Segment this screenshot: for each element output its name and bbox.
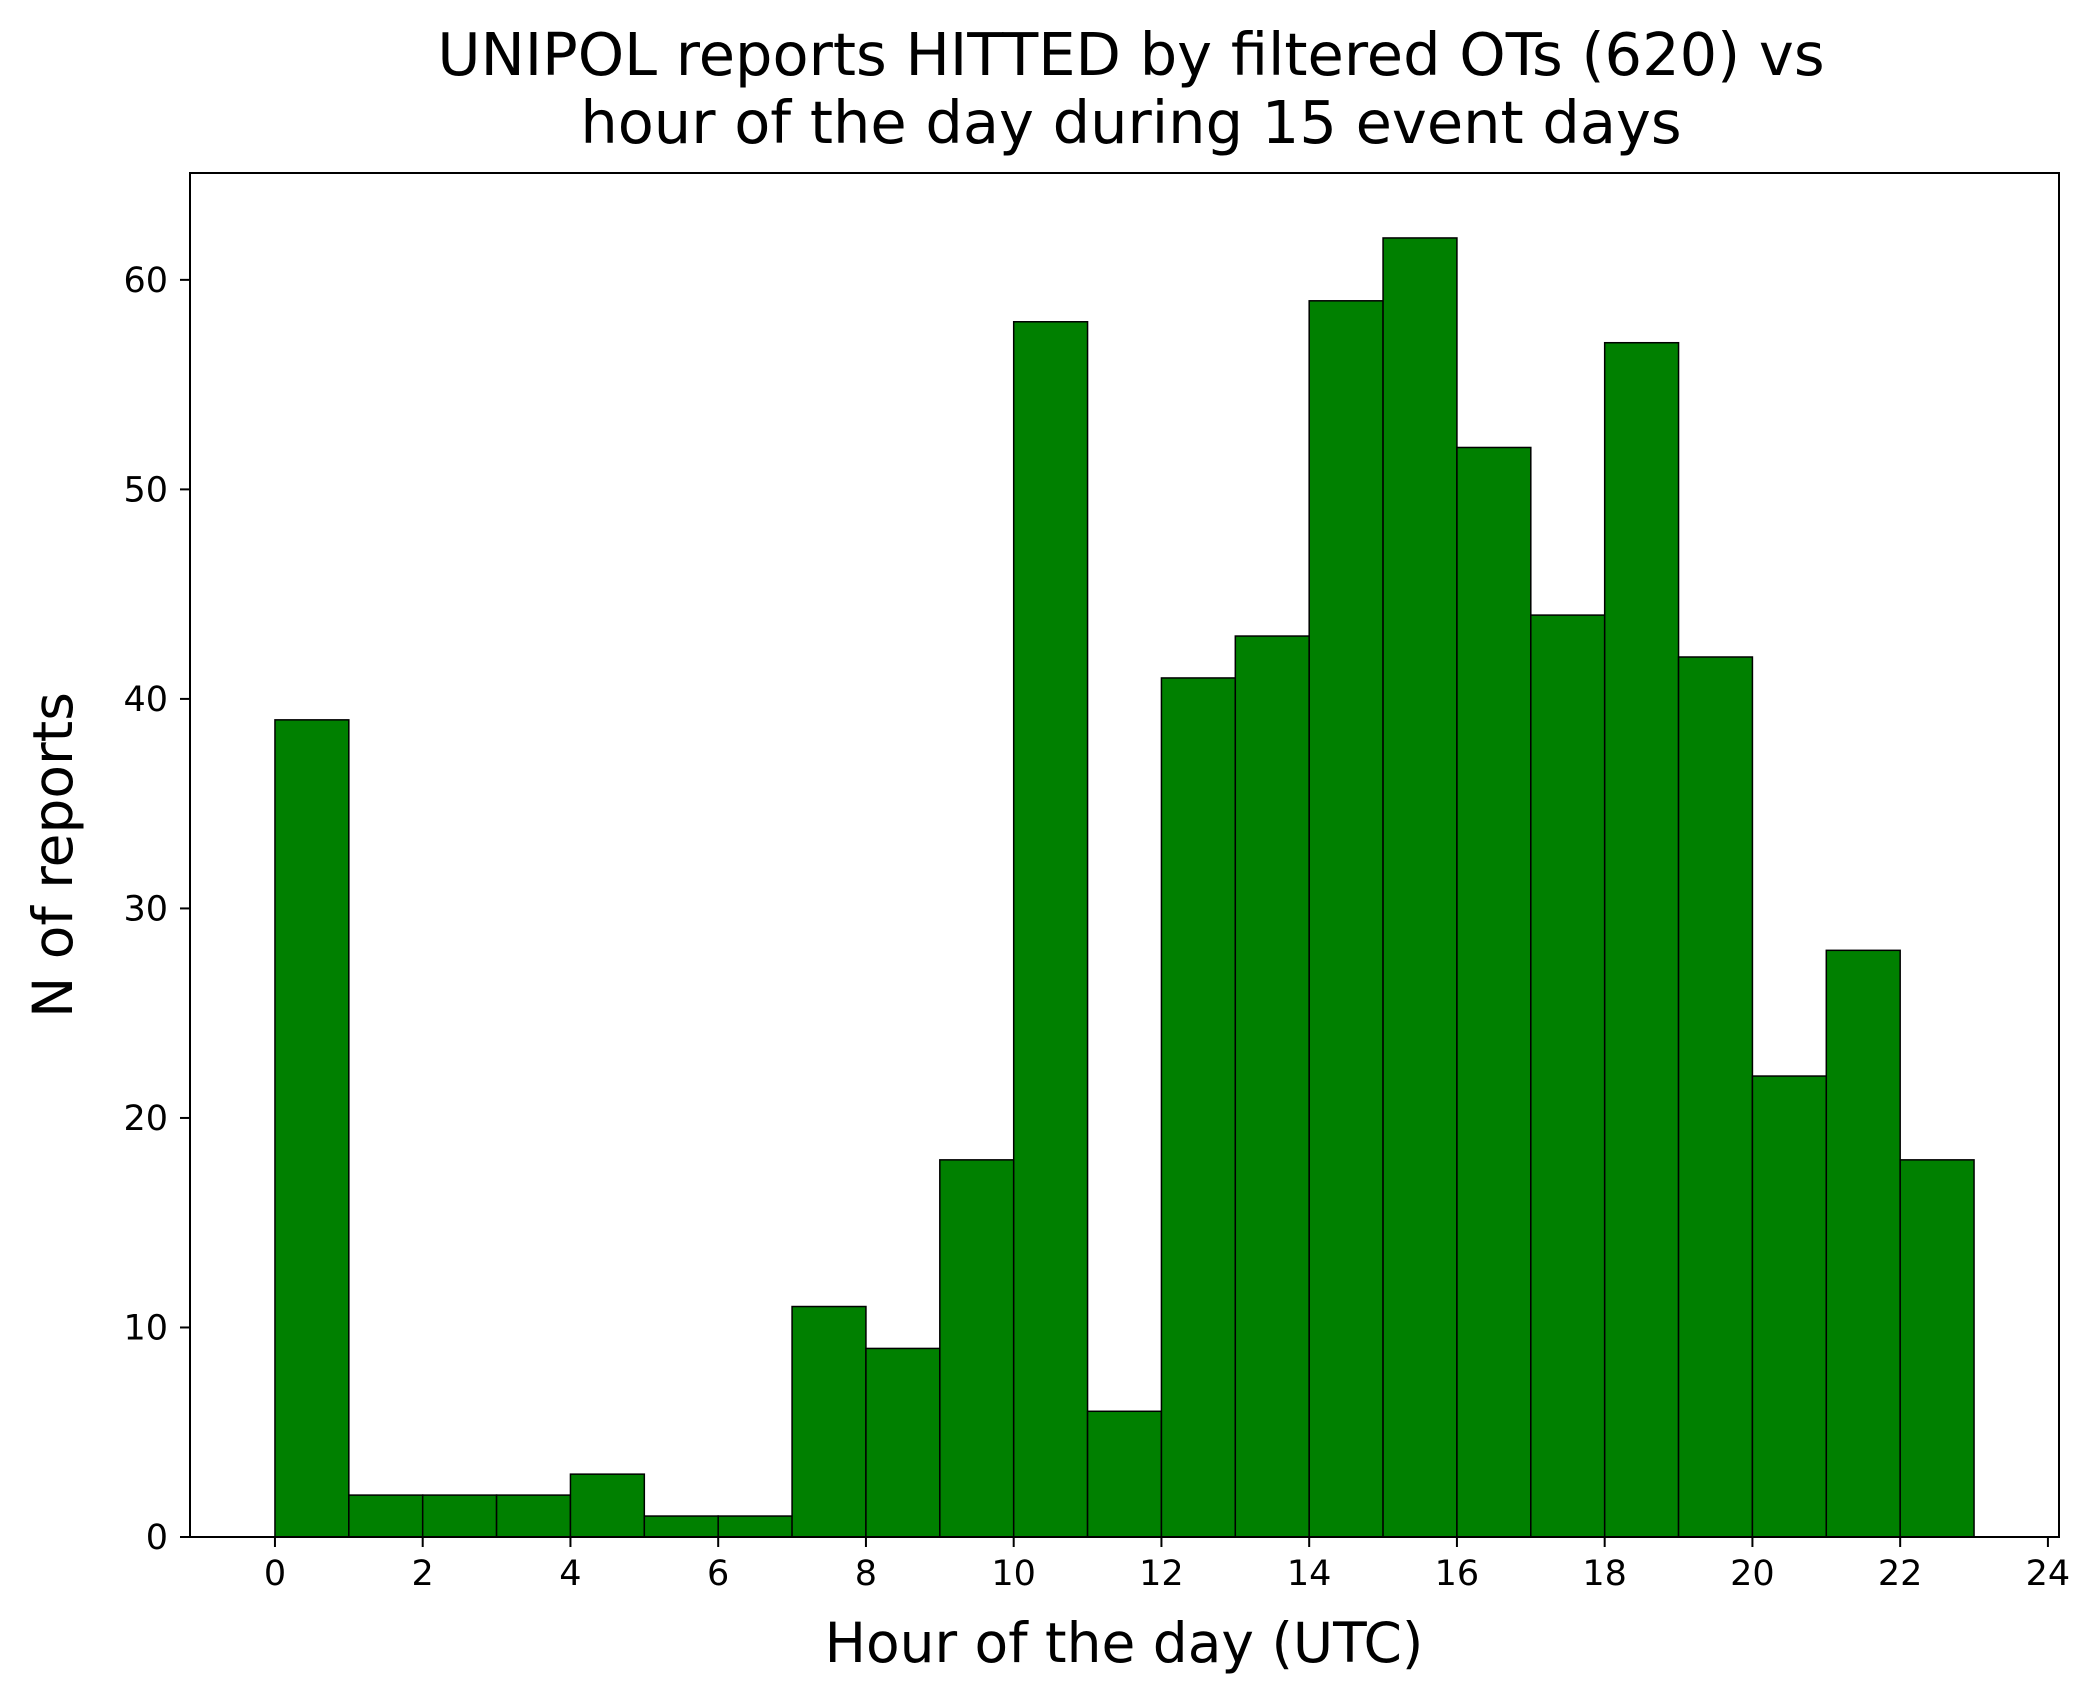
- histogram-bar: [348, 1494, 424, 1538]
- histogram-bar: [939, 1159, 1015, 1538]
- y-axis-label: N of reports: [21, 692, 85, 1018]
- histogram-bar: [1012, 321, 1089, 1538]
- histogram-bar: [1234, 635, 1310, 1538]
- x-axis-label: Hour of the day (UTC): [825, 1611, 1424, 1675]
- y-tick-label: 0: [146, 1518, 168, 1558]
- histogram-bar: [1751, 1075, 1828, 1538]
- x-tick-label: 2: [412, 1554, 434, 1594]
- x-tick-label: 0: [264, 1554, 286, 1594]
- histogram-bar: [1677, 656, 1754, 1538]
- histogram-bar: [1603, 341, 1680, 1538]
- x-tick-label: 16: [1435, 1554, 1480, 1594]
- histogram-bar: [643, 1515, 719, 1538]
- histogram-bar: [1160, 677, 1237, 1538]
- y-tick-label: 50: [123, 470, 168, 510]
- y-tick-label: 10: [123, 1308, 168, 1348]
- histogram-bar: [1308, 300, 1384, 1538]
- histogram-bar: [1530, 614, 1606, 1538]
- histogram-bar: [495, 1494, 572, 1538]
- histogram-bar: [1382, 237, 1458, 1538]
- x-tick-label: 14: [1287, 1554, 1332, 1594]
- plot-area-frame: [189, 172, 2060, 1538]
- histogram-bar: [1899, 1159, 1975, 1538]
- histogram-bar: [1825, 949, 1901, 1538]
- y-axis-ticks: 0 10 20 30 40 50 60: [123, 261, 190, 1558]
- histogram-bar: [717, 1515, 793, 1538]
- x-tick-label: 18: [1582, 1554, 1627, 1594]
- x-tick-label: 8: [855, 1554, 877, 1594]
- x-tick-label: 22: [1878, 1554, 1923, 1594]
- x-tick-label: 6: [707, 1554, 729, 1594]
- chart-title-line-2: hour of the day during 15 event days: [580, 88, 1681, 157]
- x-tick-label: 20: [1730, 1554, 1775, 1594]
- x-tick-label: 4: [559, 1554, 581, 1594]
- histogram-bar: [569, 1473, 646, 1538]
- histogram-bar: [865, 1347, 941, 1538]
- chart-title-line-1: UNIPOL reports HITTED by filtered OTs (6…: [437, 20, 1824, 89]
- x-axis-ticks: 0 2 4 6 8 10 12 14 16 18 20 22 24: [264, 1537, 2070, 1594]
- histogram-bar: [791, 1305, 867, 1538]
- x-tick-label: 10: [991, 1554, 1036, 1594]
- x-tick-label: 24: [2026, 1554, 2071, 1594]
- y-tick-label: 20: [123, 1099, 168, 1139]
- y-tick-label: 60: [123, 261, 168, 301]
- histogram-bar: [421, 1494, 498, 1538]
- y-tick-label: 30: [123, 889, 168, 929]
- x-tick-label: 12: [1139, 1554, 1184, 1594]
- bars-group: [274, 237, 1975, 1538]
- histogram-bar: [274, 719, 350, 1538]
- histogram-bar: [1456, 446, 1532, 1538]
- y-tick-label: 40: [123, 680, 168, 720]
- histogram-bar: [1086, 1410, 1163, 1538]
